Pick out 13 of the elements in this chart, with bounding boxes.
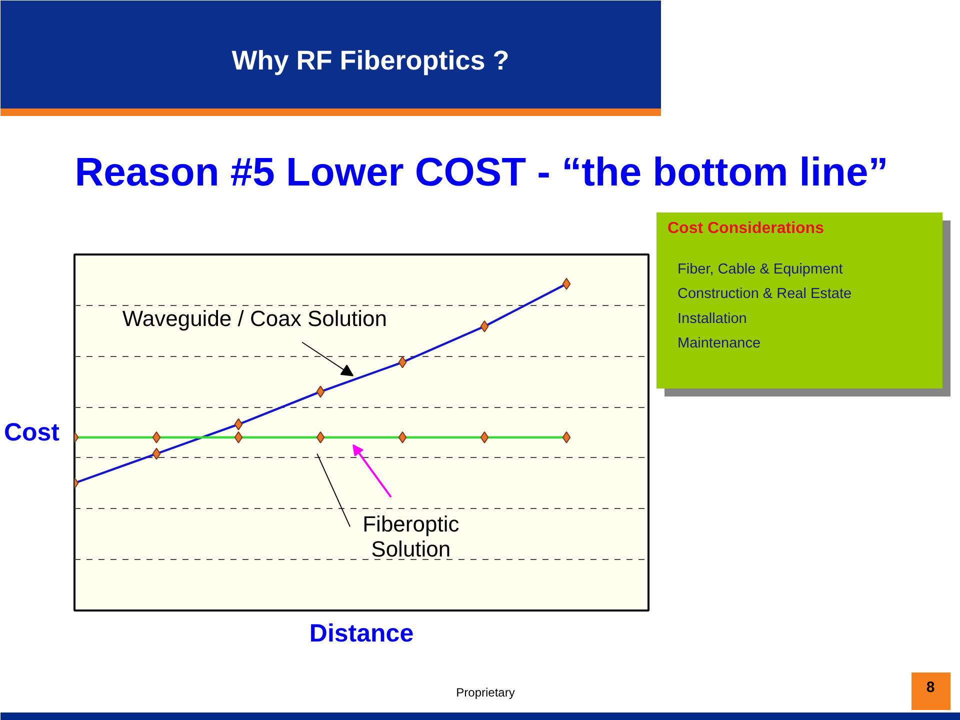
text: Installation — [678, 310, 747, 327]
chart-subtitle: Reason #5 Lower COST - “the bottom line” — [74, 150, 888, 194]
chart-title: Why RF Fiberoptics ? — [232, 46, 510, 76]
text: 8 — [926, 679, 935, 696]
series-label: Waveguide / Coax Solution — [122, 306, 387, 332]
y-axis-title: Cost — [4, 418, 60, 446]
text: Cost Considerations — [668, 220, 824, 237]
text: Fiber, Cable & Equipment — [678, 262, 843, 278]
text: Construction & Real Estate — [678, 286, 852, 302]
x-axis-title: Distance — [309, 620, 414, 648]
text: Proprietary — [456, 686, 515, 700]
text: Maintenance — [678, 336, 761, 352]
text: Fiberoptic Solution — [362, 512, 460, 562]
